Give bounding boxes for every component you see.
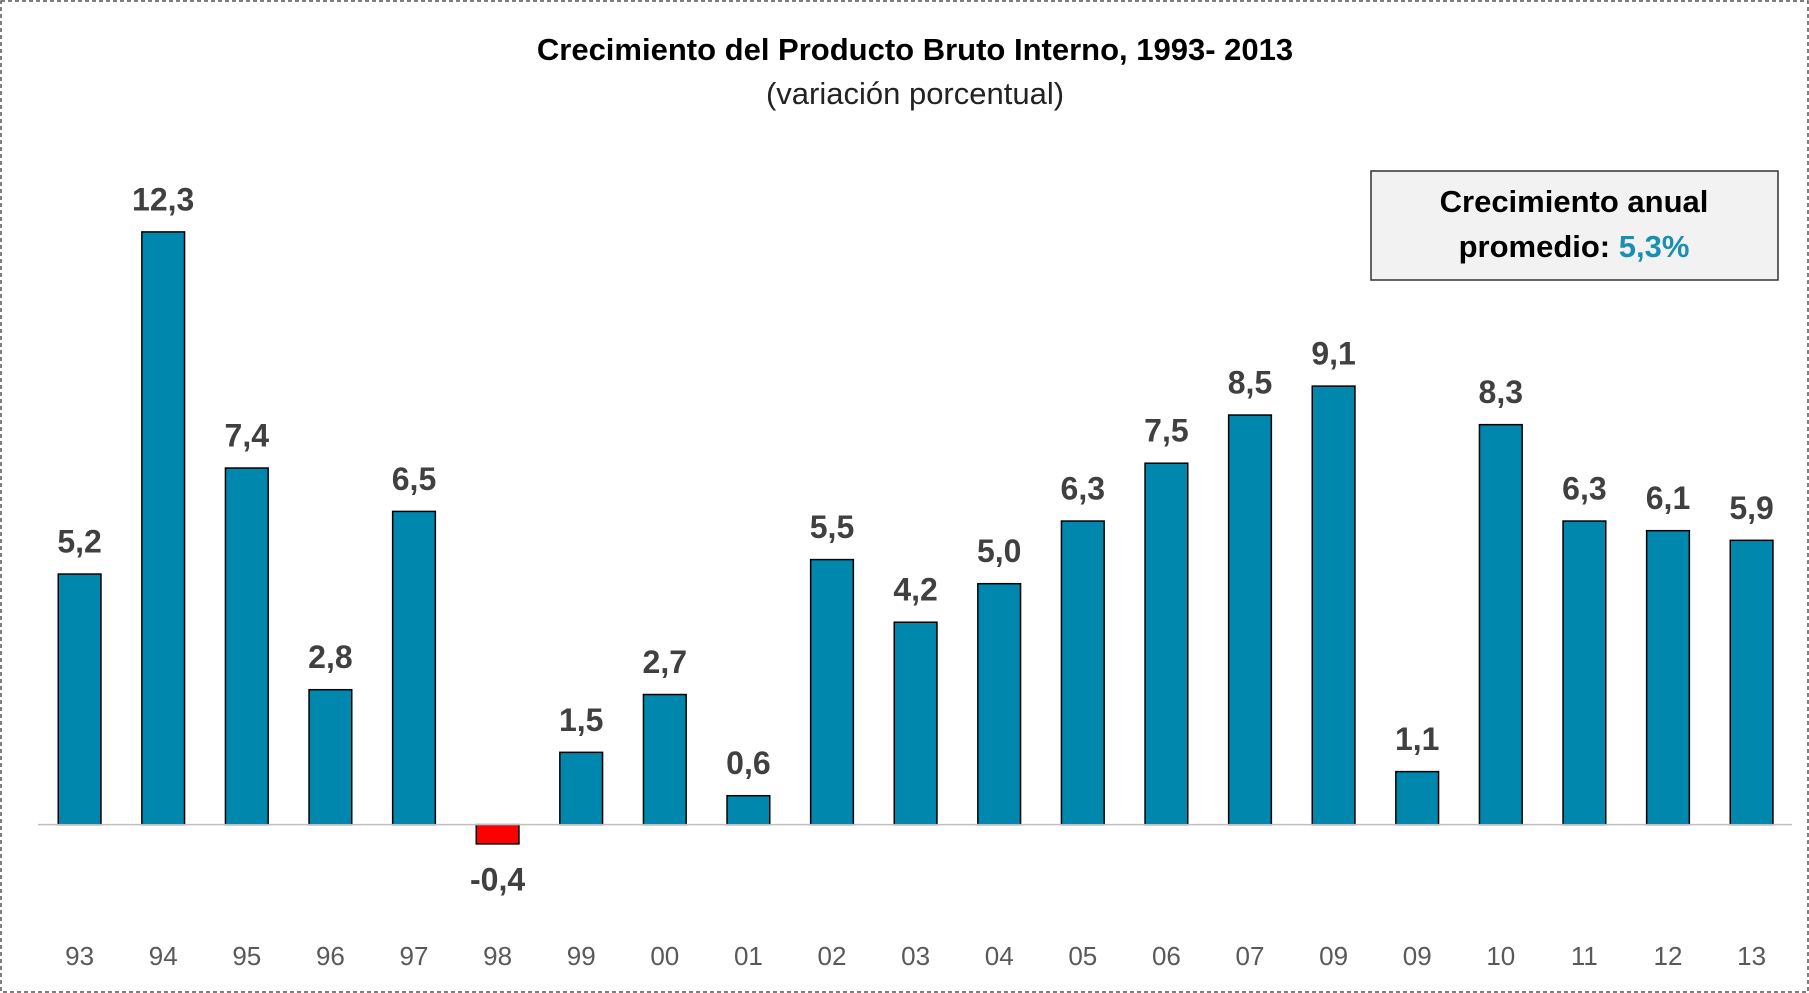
data-label: 5,2 [57,524,101,560]
data-label: 6,1 [1646,480,1690,516]
x-tick-label: 96 [316,941,345,971]
data-label: 7,4 [225,417,270,453]
data-label: 0,6 [726,745,770,781]
x-tick-label: 02 [818,941,847,971]
data-label: 2,7 [643,644,687,680]
x-tick-label: 10 [1486,941,1515,971]
data-label: 6,5 [392,461,436,497]
data-label: -0,4 [470,861,525,897]
bar [308,688,353,826]
data-label: 7,5 [1144,413,1188,449]
bar [559,751,604,826]
x-tick-label: 94 [149,941,178,971]
x-tick-label: 98 [483,941,512,971]
annotation-text: promedio: [1459,229,1619,264]
x-tick-label: 12 [1654,941,1683,971]
x-tick-label: 00 [650,941,679,971]
annotation-text: Crecimiento anual [1440,184,1709,219]
x-tick-label: 13 [1737,941,1766,971]
data-label: 12,3 [132,181,194,217]
x-tick-label: 06 [1152,941,1181,971]
bar [893,621,938,826]
x-tick-label: 01 [734,941,763,971]
x-tick-label: 09 [1319,941,1348,971]
bar [224,467,269,826]
bar [726,794,771,826]
data-label: 5,9 [1729,490,1773,526]
x-tick-label: 99 [567,941,596,971]
bar [1144,462,1189,826]
bar [1562,520,1607,826]
x-tick-label: 95 [232,941,261,971]
bar [391,510,437,826]
data-label: 1,1 [1395,721,1439,757]
bar [1227,414,1273,826]
bar [1645,529,1691,826]
annotation-highlight: 5,3% [1619,229,1690,264]
chart-title: Crecimiento del Producto Bruto Interno, … [537,32,1293,67]
x-tick-label: 05 [1068,941,1097,971]
data-label: 9,1 [1311,336,1355,372]
bar [977,582,1022,826]
annotation-box [1370,170,1779,281]
data-label: 8,5 [1228,364,1272,400]
bar [809,558,855,826]
data-label: 1,5 [559,702,603,738]
bar [1478,423,1523,826]
annotation-text: promedio: 5,3% [1459,229,1690,264]
data-label: 5,5 [810,509,854,545]
data-label: 6,3 [1562,470,1606,506]
chart-subtitle: (variación porcentual) [766,76,1064,111]
data-label: 5,0 [977,533,1021,569]
x-tick-label: 09 [1403,941,1432,971]
bar [1729,539,1774,826]
bar [141,231,186,826]
bar [57,573,102,826]
bar [642,693,687,826]
x-tick-label: 93 [65,941,94,971]
data-label: 2,8 [308,639,352,675]
data-label: 6,3 [1061,470,1105,506]
data-label: 4,2 [893,572,937,608]
x-tick-label: 97 [400,941,429,971]
x-tick-label: 03 [901,941,930,971]
bar [1060,520,1105,826]
data-label: 8,3 [1479,374,1523,410]
x-tick-label: 11 [1571,941,1598,971]
x-tick-label: 07 [1236,941,1265,971]
bar [475,823,520,845]
x-tick-label: 04 [985,941,1014,971]
bar [1311,385,1356,826]
bar [1395,770,1440,826]
